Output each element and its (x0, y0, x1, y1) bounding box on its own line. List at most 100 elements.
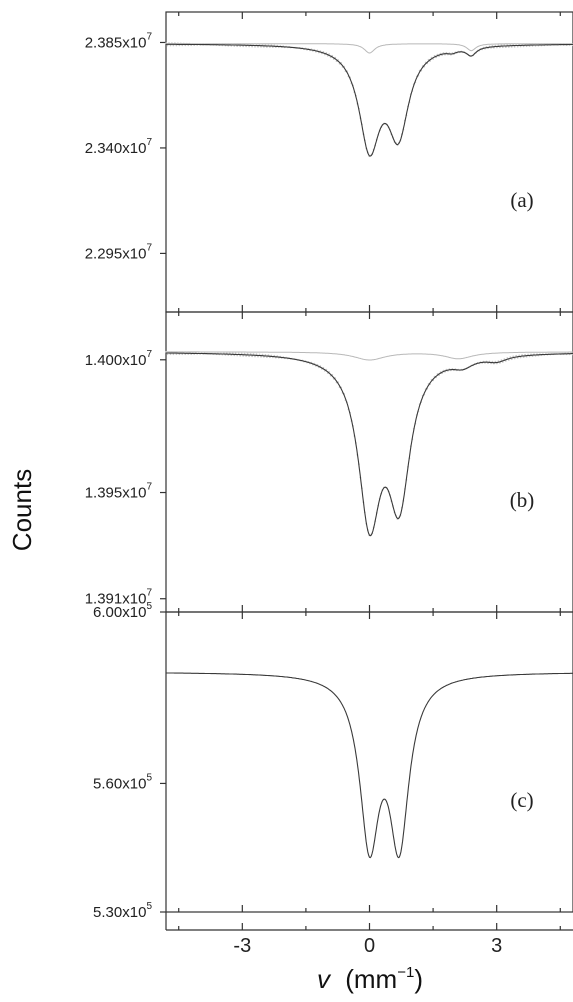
data-point (251, 355, 254, 358)
fit-line (166, 43, 573, 157)
y-tick-mantissa: 1.395x10 (85, 485, 147, 502)
y-tick-exponent: 7 (146, 31, 152, 42)
data-point (166, 44, 169, 47)
data-point (515, 354, 518, 357)
data-point (510, 46, 513, 48)
data-point (165, 42, 167, 44)
data-point (171, 42, 173, 44)
data-point (237, 43, 240, 45)
x-axis-units-exponent: −1 (397, 964, 414, 981)
y-tick-exponent: 7 (146, 588, 152, 599)
data-point (243, 352, 246, 355)
data-point (246, 43, 249, 45)
data-point (239, 45, 242, 48)
data-point (240, 43, 243, 45)
data-point (169, 353, 172, 356)
data-point (518, 43, 521, 46)
data-point (234, 43, 237, 45)
y-tick-mantissa: 1.391x10 (85, 591, 147, 608)
data-point (500, 44, 503, 46)
y-tick-exponent: 7 (146, 242, 152, 253)
data-point (509, 43, 512, 46)
data-point (174, 42, 176, 45)
y-tick-label: 2.295x107 (85, 242, 153, 262)
y-tick-label: 2.385x107 (85, 31, 153, 51)
y-tick-label: 5.30x105 (93, 901, 152, 921)
x-axis-units-close: ) (414, 964, 423, 994)
x-axis-symbol: v (317, 964, 332, 994)
data-point (257, 355, 259, 358)
y-tick-exponent: 5 (146, 601, 152, 612)
data-point (254, 45, 256, 48)
data-point (252, 353, 255, 355)
data-point (261, 353, 264, 356)
data-point (171, 351, 173, 353)
panel-frame (165, 311, 573, 613)
data-point (501, 46, 504, 49)
data-point (248, 355, 251, 358)
data-point (512, 43, 515, 46)
data-point (266, 46, 268, 48)
data-point (267, 44, 270, 46)
data-point (252, 43, 255, 46)
x-axis-title: v (mm−1) (317, 964, 423, 994)
data-point (499, 46, 501, 49)
data-point (503, 43, 506, 46)
data-point (168, 351, 170, 353)
y-tick-mantissa: 1.400x10 (85, 352, 147, 369)
y-tick-mantissa: 5.60x10 (93, 775, 146, 792)
data-point (506, 43, 509, 46)
panel-frame (165, 611, 573, 913)
data-point (524, 43, 526, 46)
data-point (503, 358, 506, 360)
data-point (177, 42, 179, 45)
data-point (519, 45, 522, 48)
panel-frame (165, 11, 573, 313)
y-tick-exponent: 5 (146, 901, 152, 912)
data-point (507, 46, 510, 48)
data-point (251, 45, 254, 48)
data-point (175, 353, 178, 356)
data-point (166, 353, 169, 356)
data-point (521, 354, 523, 356)
data-point (234, 352, 237, 355)
data-point (518, 354, 521, 357)
sub-spectrum-line (166, 351, 573, 361)
x-tick-label: 0 (364, 935, 375, 957)
data-point (512, 355, 515, 358)
data-point (254, 355, 256, 358)
x-axis-units: (mm (345, 964, 397, 994)
data-point (240, 352, 243, 355)
data-point (510, 358, 513, 361)
data-point (504, 46, 507, 48)
data-point (258, 353, 261, 356)
data-point (521, 43, 523, 46)
data-point (248, 45, 251, 48)
data-point (516, 45, 519, 48)
data-point (513, 357, 516, 360)
data-point (507, 359, 510, 361)
data-point (255, 353, 258, 356)
data-point (257, 45, 259, 48)
panel-tag: (b) (510, 488, 535, 512)
data-point (175, 44, 178, 47)
data-point (245, 45, 248, 48)
x-tick-label: -3 (233, 935, 251, 957)
y-tick-label: 1.395x107 (85, 482, 153, 502)
data-point (177, 351, 179, 353)
data-point (264, 43, 267, 46)
y-tick-label: 5.60x105 (93, 772, 152, 792)
data-point (261, 43, 264, 46)
y-tick-exponent: 7 (146, 349, 152, 360)
data-point (179, 42, 182, 45)
data-point (263, 46, 265, 48)
y-tick-mantissa: 6.00x10 (93, 604, 146, 621)
data-point (264, 354, 267, 356)
y-tick-label: 6.00x105 (93, 601, 152, 621)
data-point (246, 352, 249, 355)
data-point (165, 350, 167, 353)
data-point (242, 45, 245, 48)
data-point (519, 356, 522, 359)
